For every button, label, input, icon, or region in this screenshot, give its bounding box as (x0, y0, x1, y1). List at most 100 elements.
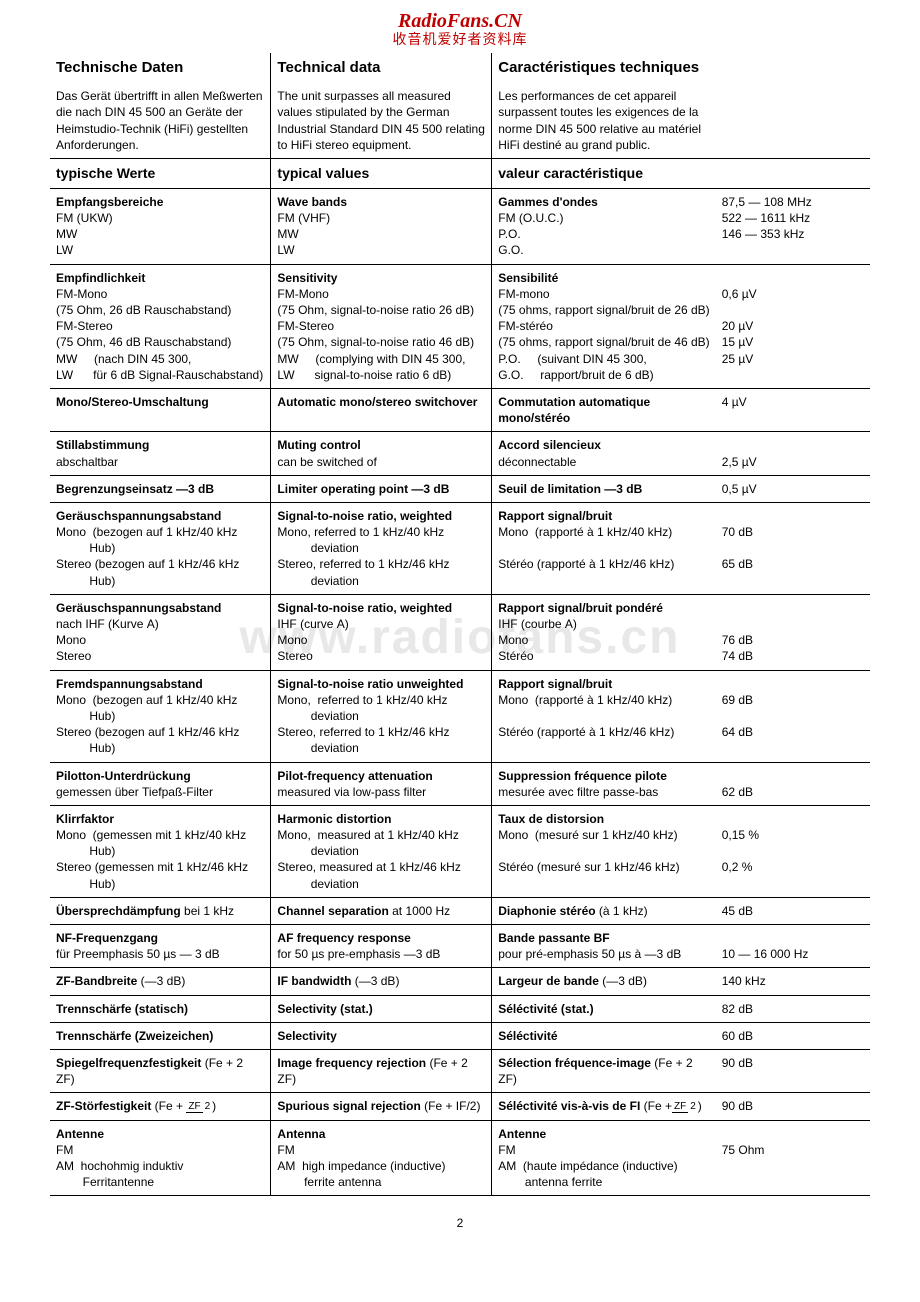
cell-fr: Taux de distorsionMono (mesuré sur 1 kHz… (492, 805, 716, 897)
cell-de: Stillabstimmungabschaltbar (50, 432, 271, 475)
cell-fr: Rapport signal/bruitMono (rapporté à 1 k… (492, 670, 716, 762)
header-val (716, 53, 870, 83)
cell-val: 70 dB 65 dB (716, 502, 870, 594)
cell-en: Signal-to-noise ratio unweightedMono, re… (271, 670, 492, 762)
cell-val: 87,5 — 108 MHz522 — 1611 kHz146 — 353 kH… (716, 188, 870, 264)
cell-val: 82 dB (716, 995, 870, 1022)
cell-en: Pilot-frequency attenuationmeasured via … (271, 762, 492, 805)
table-row: Geräuschspannungsabstandnach IHF (Kurve … (50, 594, 870, 670)
cell-fr: Accord silencieuxdéconnectable (492, 432, 716, 475)
main-header-row: Technische Daten Technical data Caractér… (50, 53, 870, 83)
cell-val: 60 dB (716, 1022, 870, 1049)
cell-fr: Rapport signal/bruit pondéréIHF (courbe … (492, 594, 716, 670)
cell-val: 45 dB (716, 897, 870, 924)
table-row: ZF-Bandbreite (—3 dB)IF bandwidth (—3 dB… (50, 968, 870, 995)
cell-fr: Suppression fréquence pilotemesurée avec… (492, 762, 716, 805)
intro-row: Das Gerät übertrifft in allen Meßwerten … (50, 83, 870, 158)
cell-fr: Diaphonie stéréo (à 1 kHz) (492, 897, 716, 924)
table-row: KlirrfaktorMono (gemessen mit 1 kHz/40 k… (50, 805, 870, 897)
cell-en: Harmonic distortionMono, measured at 1 k… (271, 805, 492, 897)
table-row: Trennschärfe (statisch)Selectivity (stat… (50, 995, 870, 1022)
cell-fr: Bande passante BFpour pré-emphasis 50 µs… (492, 925, 716, 968)
table-row: FremdspannungsabstandMono (bezogen auf 1… (50, 670, 870, 762)
cell-fr: Sélection fréquence-image (Fe + 2 ZF) (492, 1049, 716, 1092)
cell-de: AntenneFMAM hochohmig induktiv Ferritant… (50, 1120, 271, 1196)
header-fr: Caractéristiques techniques (492, 53, 716, 83)
typical-header-row: typische Werte typical values valeur car… (50, 159, 870, 189)
cell-val: 2,5 µV (716, 432, 870, 475)
spec-rows: EmpfangsbereicheFM (UKW)MWLWWave bandsFM… (50, 188, 870, 1195)
cell-fr: Séléctivité (stat.) (492, 995, 716, 1022)
cell-en: AntennaFMAM high impedance (inductive) f… (271, 1120, 492, 1196)
cell-fr: Rapport signal/bruitMono (rapporté à 1 k… (492, 502, 716, 594)
cell-en: Channel separation at 1000 Hz (271, 897, 492, 924)
cell-de: EmpfangsbereicheFM (UKW)MWLW (50, 188, 271, 264)
cell-en: Limiter operating point —3 dB (271, 475, 492, 502)
cell-en: Muting controlcan be switched of (271, 432, 492, 475)
intro-fr: Les performances de cet appareil surpass… (492, 83, 716, 158)
cell-val: 62 dB (716, 762, 870, 805)
table-row: Trennschärfe (Zweizeichen)SelectivitySél… (50, 1022, 870, 1049)
cell-de: FremdspannungsabstandMono (bezogen auf 1… (50, 670, 271, 762)
cell-de: Spiegelfrequenzfestigkeit (Fe + 2 ZF) (50, 1049, 271, 1092)
cell-en: Image frequency rejection (Fe + 2 ZF) (271, 1049, 492, 1092)
cell-val: 0,6 µV 20 µV15 µV25 µV (716, 264, 870, 388)
cell-fr: Commutation automatique mono/stéréo (492, 388, 716, 431)
table-row: Begrenzungseinsatz —3 dBLimiter operatin… (50, 475, 870, 502)
brand-subtitle: 收音机爱好者资料库 (50, 29, 870, 49)
cell-val: 140 kHz (716, 968, 870, 995)
cell-de: Trennschärfe (Zweizeichen) (50, 1022, 271, 1049)
table-row: Spiegelfrequenzfestigkeit (Fe + 2 ZF)Ima… (50, 1049, 870, 1092)
cell-en: Selectivity (271, 1022, 492, 1049)
cell-de: KlirrfaktorMono (gemessen mit 1 kHz/40 k… (50, 805, 271, 897)
table-row: GeräuschspannungsabstandMono (bezogen au… (50, 502, 870, 594)
cell-en: IF bandwidth (—3 dB) (271, 968, 492, 995)
cell-de: EmpfindlichkeitFM-Mono(75 Ohm, 26 dB Rau… (50, 264, 271, 388)
cell-val: 0,5 µV (716, 475, 870, 502)
cell-de: Mono/Stereo-Umschaltung (50, 388, 271, 431)
table-row: StillabstimmungabschaltbarMuting control… (50, 432, 870, 475)
cell-de: Übersprechdämpfung bei 1 kHz (50, 897, 271, 924)
typ-val (716, 159, 870, 189)
cell-de: ZF-Störfestigkeit (Fe + ZF2) (50, 1093, 271, 1120)
typ-en: typical values (271, 159, 492, 189)
table-row: EmpfindlichkeitFM-Mono(75 Ohm, 26 dB Rau… (50, 264, 870, 388)
cell-fr: Séléctivité vis-à-vis de FI (Fe +ZF2) (492, 1093, 716, 1120)
cell-de: NF-Frequenzgangfür Preemphasis 50 µs — 3… (50, 925, 271, 968)
cell-fr: Largeur de bande (—3 dB) (492, 968, 716, 995)
cell-val: 4 µV (716, 388, 870, 431)
intro-val (716, 83, 870, 158)
cell-de: GeräuschspannungsabstandMono (bezogen au… (50, 502, 271, 594)
cell-en: Wave bandsFM (VHF)MWLW (271, 188, 492, 264)
cell-val: 0,15 % 0,2 % (716, 805, 870, 897)
cell-val: 75 Ohm (716, 1120, 870, 1196)
table-row: Mono/Stereo-UmschaltungAutomatic mono/st… (50, 388, 870, 431)
page-container: RadioFans.CN 收音机爱好者资料库 www.radiofans.cn … (0, 0, 920, 1260)
intro-en: The unit surpasses all measured values s… (271, 83, 492, 158)
table-row: Übersprechdämpfung bei 1 kHzChannel sepa… (50, 897, 870, 924)
cell-fr: Seuil de limitation —3 dB (492, 475, 716, 502)
intro-de: Das Gerät übertrifft in allen Meßwerten … (50, 83, 271, 158)
cell-val: 69 dB 64 dB (716, 670, 870, 762)
cell-fr: SensibilitéFM-mono(75 ohms, rapport sign… (492, 264, 716, 388)
table-row: Pilotton-Unterdrückunggemessen über Tief… (50, 762, 870, 805)
header-en: Technical data (271, 53, 492, 83)
cell-de: Begrenzungseinsatz —3 dB (50, 475, 271, 502)
table-row: EmpfangsbereicheFM (UKW)MWLWWave bandsFM… (50, 188, 870, 264)
spec-table: Technische Daten Technical data Caractér… (50, 53, 870, 1196)
page-number: 2 (50, 1216, 870, 1230)
cell-de: ZF-Bandbreite (—3 dB) (50, 968, 271, 995)
cell-de: Geräuschspannungsabstandnach IHF (Kurve … (50, 594, 271, 670)
cell-val: 90 dB (716, 1049, 870, 1092)
cell-en: Signal-to-noise ratio, weightedIHF (curv… (271, 594, 492, 670)
cell-fr: AntenneFMAM (haute impédance (inductive)… (492, 1120, 716, 1196)
table-row: AntenneFMAM hochohmig induktiv Ferritant… (50, 1120, 870, 1196)
cell-val: 90 dB (716, 1093, 870, 1120)
cell-en: Signal-to-noise ratio, weightedMono, ref… (271, 502, 492, 594)
cell-de: Trennschärfe (statisch) (50, 995, 271, 1022)
header-de: Technische Daten (50, 53, 271, 83)
cell-en: Selectivity (stat.) (271, 995, 492, 1022)
typ-fr: valeur caractéristique (492, 159, 716, 189)
typ-de: typische Werte (50, 159, 271, 189)
cell-en: SensitivityFM-Mono(75 Ohm, signal-to-noi… (271, 264, 492, 388)
